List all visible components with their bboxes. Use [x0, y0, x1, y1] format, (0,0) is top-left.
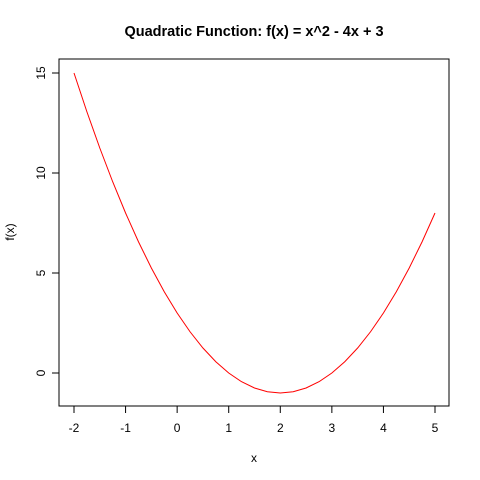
- y-tick-label: 10: [34, 166, 48, 180]
- y-axis-label: f(x): [3, 223, 17, 240]
- x-axis-label: x: [251, 451, 257, 465]
- x-axis: -2 -1 0 1 2 3 4 5: [69, 405, 439, 435]
- y-tick-label: 0: [34, 369, 48, 376]
- y-axis: 0 5 10 15: [34, 66, 60, 376]
- y-tick-label: 5: [34, 269, 48, 276]
- x-tick-label: 2: [277, 421, 284, 435]
- x-tick-label: 4: [380, 421, 387, 435]
- x-tick-label: 5: [432, 421, 439, 435]
- x-tick-label: 0: [174, 421, 181, 435]
- series-line: [73, 72, 436, 394]
- x-tick-label: 3: [329, 421, 336, 435]
- x-tick-label: -1: [120, 421, 131, 435]
- x-tick-label: 1: [225, 421, 232, 435]
- x-tick-label: -2: [69, 421, 80, 435]
- series-layer: [73, 72, 436, 394]
- chart-title: Quadratic Function: f(x) = x^2 - 4x + 3: [124, 24, 383, 40]
- plot-frame: [58, 58, 450, 407]
- y-tick-label: 15: [34, 66, 48, 80]
